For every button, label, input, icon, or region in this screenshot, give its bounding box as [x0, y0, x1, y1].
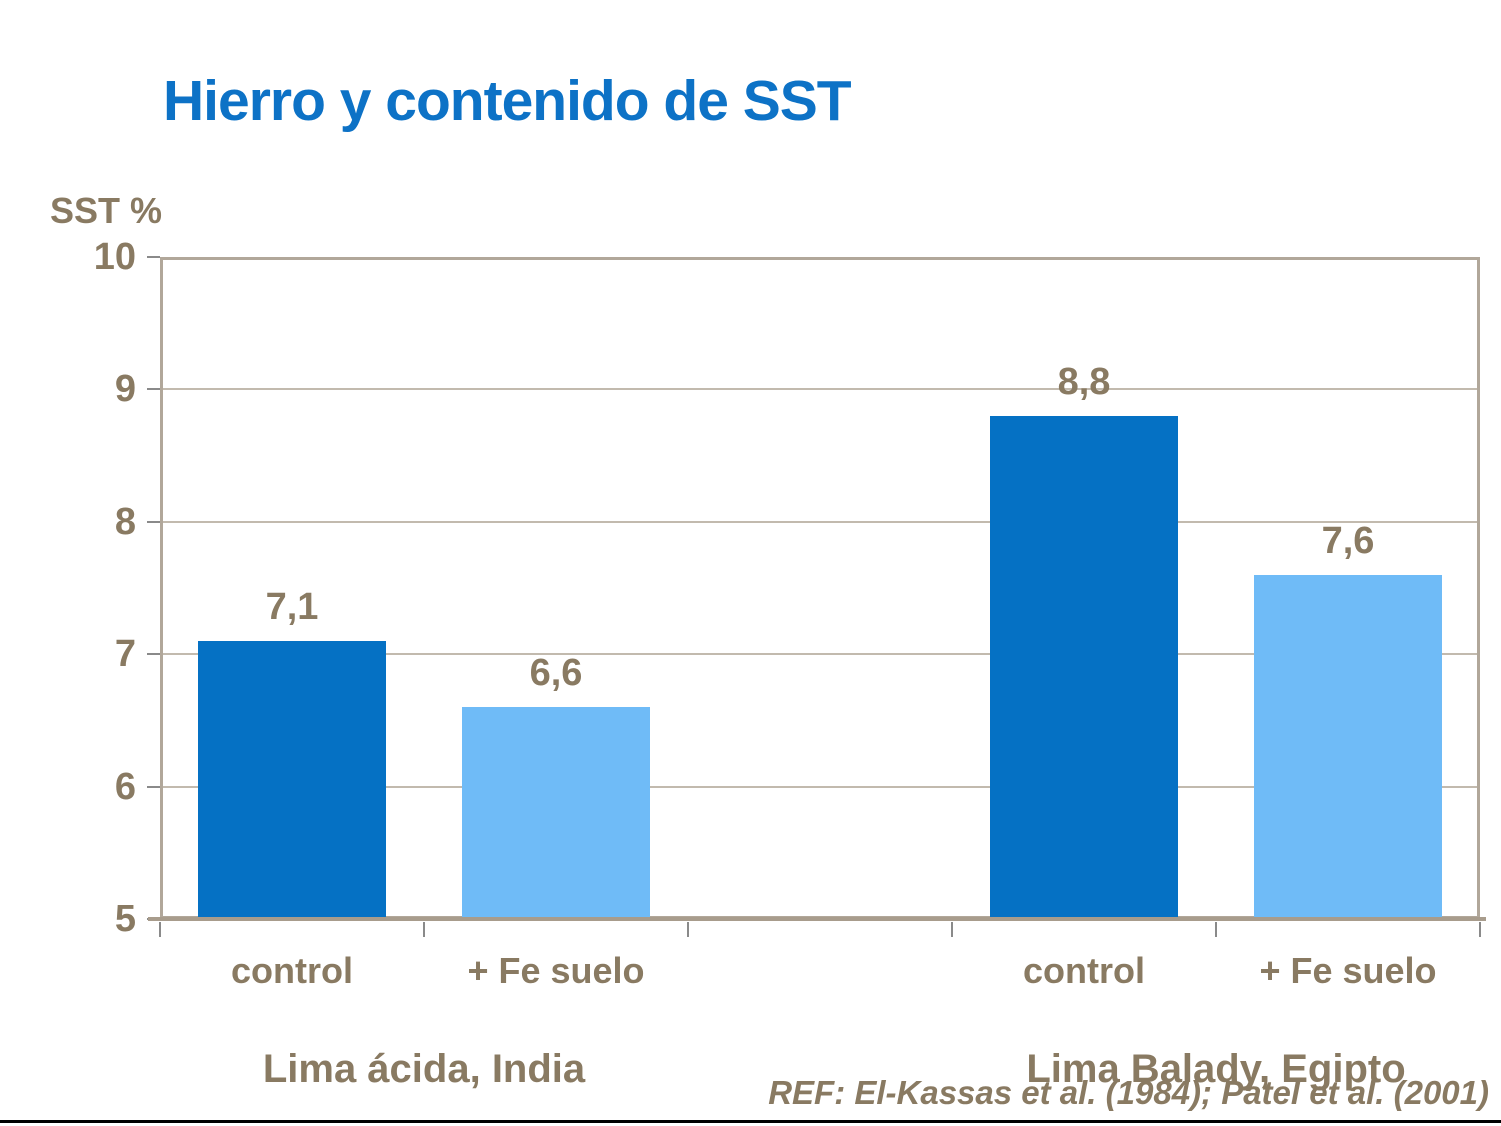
bottom-rule — [0, 1120, 1501, 1123]
bar-value-label: 6,6 — [529, 652, 583, 695]
category-label: control — [231, 950, 353, 991]
y-axis-tick — [147, 520, 160, 523]
bar — [990, 415, 1178, 919]
category-label: + Fe suelo — [467, 950, 645, 991]
reference-text: REF: El-Kassas et al. (1984); Patel et a… — [768, 1074, 1489, 1111]
gridline — [163, 520, 1477, 523]
x-axis-tick — [1215, 922, 1217, 937]
gridline — [163, 653, 1477, 656]
y-axis-tick — [147, 256, 160, 258]
group-label: Lima Balady, Egipto — [1026, 1047, 1406, 1091]
y-tick-label: 9 — [114, 368, 136, 411]
chart-title: Hierro y contenido de SST — [163, 69, 852, 133]
gridline — [163, 785, 1477, 788]
y-axis-tick — [147, 653, 160, 656]
gridline — [163, 388, 1477, 391]
x-axis-tick — [687, 922, 689, 937]
y-axis-title: SST % — [50, 190, 163, 231]
category-label: control — [1023, 950, 1145, 991]
x-axis-tick — [1479, 922, 1481, 937]
y-axis-tick — [147, 388, 160, 391]
y-tick-label: 5 — [114, 898, 136, 940]
bar-value-label: 8,8 — [1057, 360, 1111, 403]
bar-value-label: 7,6 — [1321, 519, 1375, 562]
y-axis-tick — [147, 785, 160, 788]
bar — [198, 640, 386, 919]
category-label: + Fe suelo — [1259, 950, 1437, 991]
y-tick-label: 8 — [114, 500, 136, 543]
x-axis-tick — [951, 922, 953, 937]
bar — [1254, 574, 1442, 919]
x-axis-tick — [423, 922, 425, 937]
bar-value-label: 7,1 — [265, 585, 319, 628]
x-axis-tick — [159, 922, 161, 937]
y-tick-label: 7 — [114, 633, 136, 676]
x-axis-line — [148, 917, 1486, 921]
y-tick-label: 10 — [93, 236, 136, 278]
group-label: Lima ácida, India — [262, 1047, 586, 1091]
bar — [462, 707, 650, 919]
y-tick-label: 6 — [114, 765, 136, 808]
